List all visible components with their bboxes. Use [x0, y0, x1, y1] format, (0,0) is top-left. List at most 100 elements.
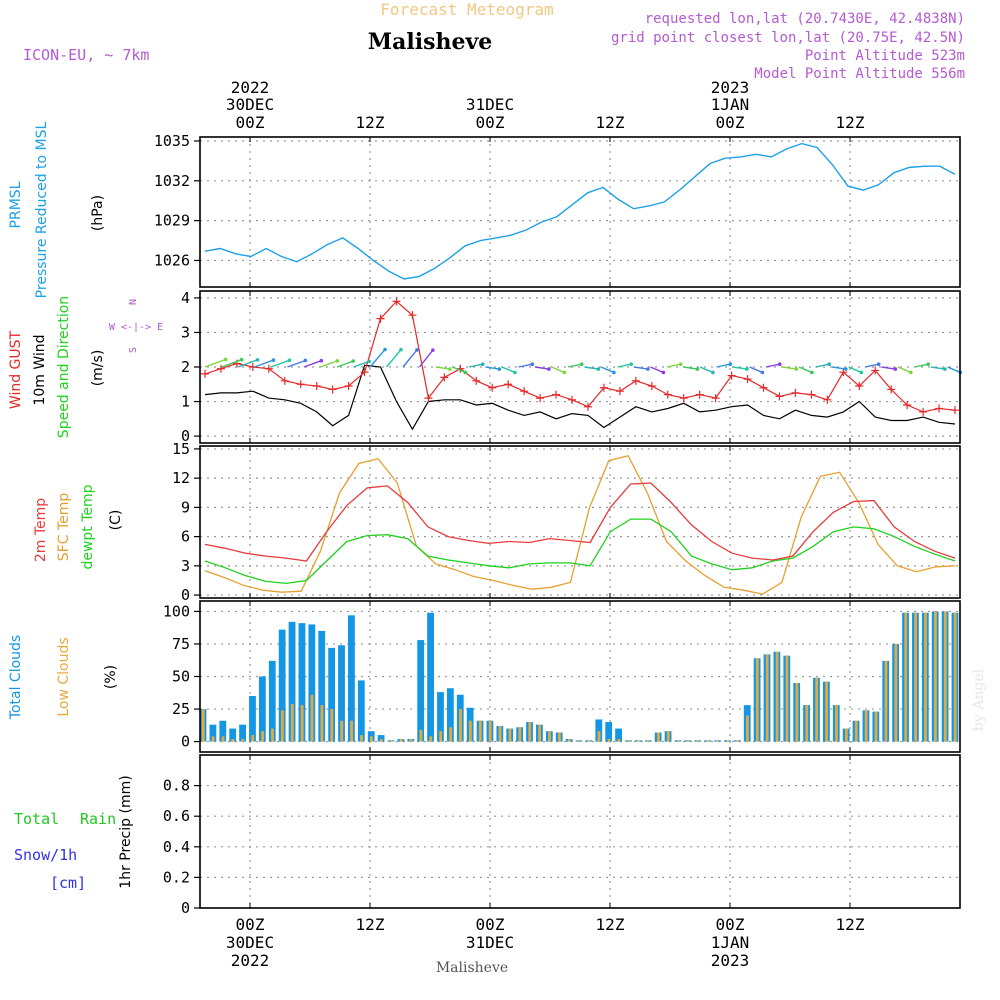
wind-dir-label: Speed and Direction	[56, 296, 72, 438]
wind-arrow	[320, 360, 338, 368]
wind-arrow-head	[827, 362, 832, 367]
temp-ytick-label: 6	[181, 528, 190, 546]
wind-arrow-head	[678, 362, 683, 367]
wind-gust-marker	[583, 402, 592, 411]
low-cloud-bar	[518, 727, 522, 742]
low-cloud-bar	[300, 705, 304, 742]
wind-gust-marker	[280, 376, 289, 385]
wind-arrow	[353, 360, 370, 368]
wind-arrow-head	[909, 370, 913, 375]
total-cloud-bar	[239, 724, 246, 742]
bottom-axis-date: 31DEC	[466, 933, 514, 952]
wind-gust-line	[204, 300, 956, 413]
wind-ytick-label: 3	[181, 323, 190, 341]
wind-arrow-head	[303, 358, 308, 363]
wind-gust-marker	[711, 394, 720, 403]
temp-dew-line	[204, 518, 956, 585]
low-cloud-bar	[201, 709, 205, 742]
wind-arrow-head	[794, 367, 799, 371]
low-cloud-bar	[508, 728, 512, 742]
precip-rain-label: Rain	[80, 810, 116, 828]
wind-gust-marker	[344, 382, 353, 390]
clouds-ytick-label: 50	[172, 668, 190, 686]
wind-arrow-head	[415, 348, 419, 352]
wind-arrow	[831, 366, 846, 370]
pressure-unit: (hPa)	[90, 195, 106, 231]
clouds-ytick-label: 100	[163, 602, 190, 620]
prmsl-label: PRMSL	[8, 181, 24, 228]
wind-arrow-head	[629, 362, 634, 367]
low-cloud-bar	[251, 735, 255, 742]
total-cloud-bar	[268, 660, 276, 742]
wind-gust-marker	[695, 390, 704, 399]
wind-arrow	[782, 366, 797, 370]
temp-2m-label: 2m Temp	[33, 498, 49, 562]
wind-arrow	[848, 366, 862, 374]
grid-point-coords: grid point closest lon,lat (20.75E, 42.5…	[611, 30, 965, 46]
temp-sfc-line	[204, 454, 956, 595]
low-cloud-bar	[676, 740, 680, 742]
wind-arrow	[864, 363, 879, 368]
wind-gust-marker	[615, 387, 624, 396]
wind-gust-marker	[759, 383, 768, 392]
wind-arrow-head	[223, 357, 228, 362]
wind-gust-marker	[504, 380, 513, 389]
low-cloud-bar	[558, 732, 561, 742]
wind-arrow-head	[745, 367, 749, 371]
total-cloud-bar	[338, 645, 345, 742]
low-cloud-bar	[637, 740, 640, 742]
total-cloud-bar	[209, 724, 217, 742]
wind-arrow	[369, 349, 386, 368]
low-cloud-bar	[241, 738, 245, 742]
wind-arrow-head	[513, 370, 517, 375]
wind-gust-marker	[903, 401, 912, 409]
wind-arrow-head	[859, 370, 864, 375]
wind-arrow	[765, 363, 780, 368]
precip-ytick-label: 0.8	[163, 777, 190, 795]
total-cloud-bar	[258, 676, 266, 742]
low-cloud-bar	[706, 740, 710, 742]
wind-gust-marker	[568, 395, 577, 404]
low-cloud-bar	[528, 722, 532, 742]
wind-ytick-label: 2	[181, 358, 190, 376]
low-cloud-bar	[548, 731, 551, 742]
wind-gust-marker	[663, 390, 672, 399]
total-cloud-bar	[437, 692, 444, 742]
wind-gust-marker	[727, 371, 736, 380]
wind-gust-marker	[552, 390, 561, 399]
low-cloud-bar	[221, 736, 225, 742]
low-cloud-bar	[379, 738, 383, 742]
super-title: Forecast Meteogram	[380, 0, 553, 19]
precip-frame	[199, 754, 961, 909]
low-cloud-bar	[914, 612, 918, 742]
wind-arrow	[930, 366, 945, 370]
pressure-ytick-label: 1026	[154, 251, 190, 269]
top-axis-hour: 00Z	[236, 113, 265, 132]
precip-snow-unit: [cm]	[50, 874, 86, 892]
wind-arrow	[501, 366, 516, 374]
low-cloud-bar	[459, 709, 462, 742]
low-cloud-bar	[498, 725, 502, 742]
total-cloud-bar	[298, 623, 306, 742]
wind-gust-marker	[599, 383, 608, 392]
temp-unit: (C)	[108, 510, 124, 531]
total-cloud-bar	[308, 624, 316, 742]
pressure-frame	[199, 136, 961, 288]
wind-gust-marker	[743, 375, 752, 384]
wind-arrow	[435, 366, 450, 370]
low-cloud-bar	[538, 724, 542, 742]
low-cloud-bar	[835, 705, 838, 742]
wind-arrow-head	[612, 370, 616, 375]
low-cloud-bar	[587, 740, 591, 742]
wind-arrow	[683, 366, 698, 370]
total-cloud-bar	[328, 647, 336, 742]
low-cloud-bar	[468, 720, 472, 742]
pressure-ytick-label: 1029	[154, 212, 190, 230]
wind-arrow-head	[579, 362, 584, 367]
wind-gust-marker	[392, 297, 401, 306]
total-cloud-bar	[249, 696, 256, 742]
pressure-ytick-label: 1032	[154, 172, 190, 190]
wind-gust-label: Wind GUST	[8, 330, 24, 409]
wind-arrow	[699, 366, 714, 374]
